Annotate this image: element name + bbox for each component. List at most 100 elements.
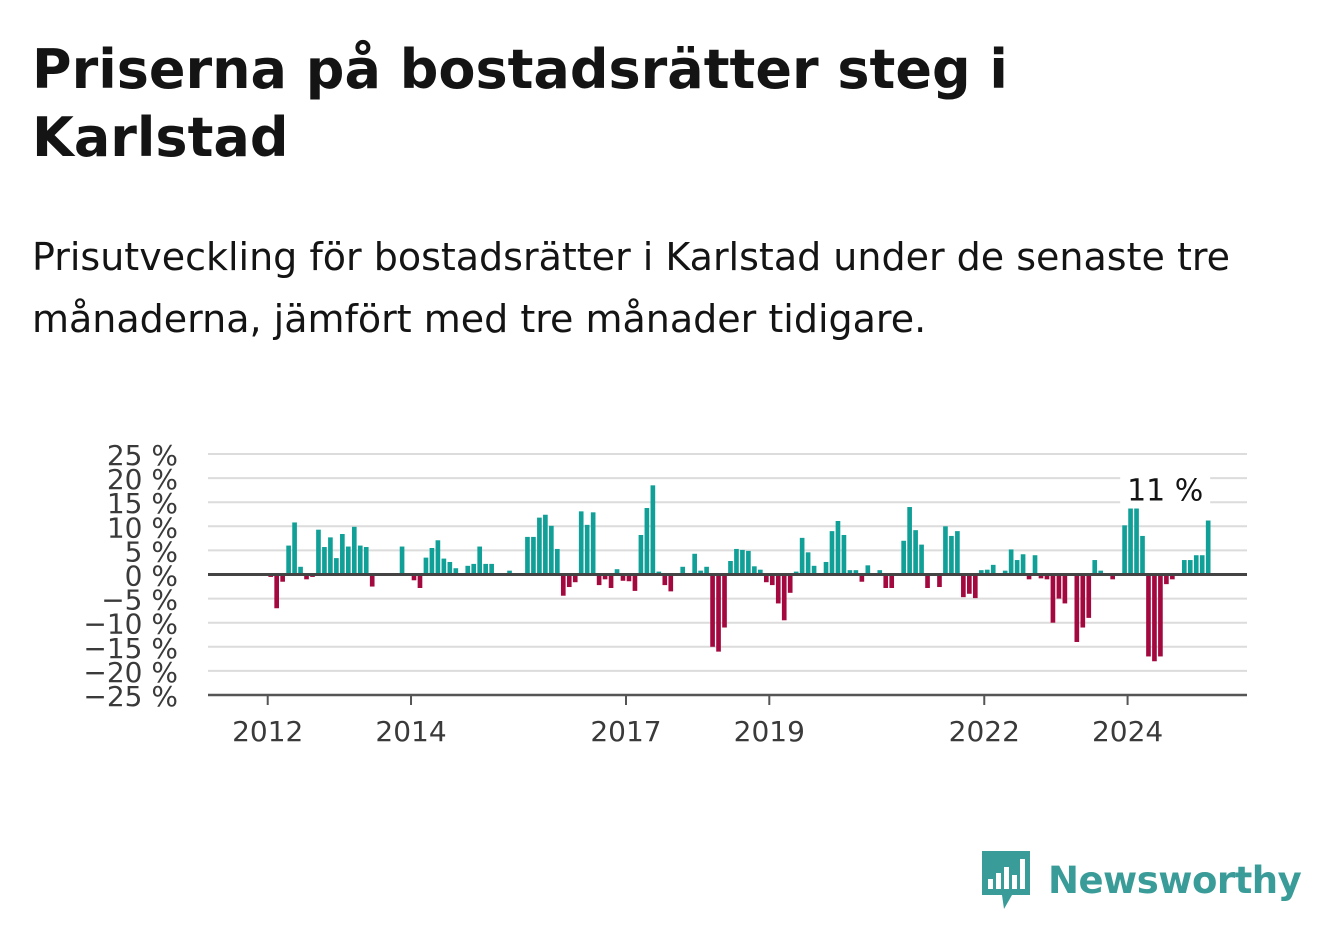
bar [1026,574,1032,580]
bar [1134,474,1139,575]
bar [746,550,751,575]
bar [740,549,745,575]
y-tick-label: 0 % [125,560,178,593]
bar [644,507,650,575]
bar [357,545,363,575]
bar [411,574,417,581]
bar [1122,525,1127,575]
bar [1002,570,1008,575]
bar [304,574,309,580]
bar [1140,535,1145,575]
bar [758,569,763,575]
bar [913,530,918,575]
bar [990,564,996,575]
bar [441,558,447,575]
bar [578,511,584,575]
y-tick-label: −25 % [83,680,178,713]
x-tick-label: 2022 [949,715,1020,748]
bar [632,574,638,591]
bar [1020,554,1026,575]
bar [298,566,303,575]
bar [1193,555,1199,575]
bar [447,561,453,575]
y-tick-label: −10 % [83,608,178,641]
bar [978,570,984,575]
bar [919,544,924,575]
bar [549,525,554,575]
bar [1080,574,1086,628]
y-tick-label: −20 % [83,656,178,689]
bar [722,574,727,628]
bar-chart: −25 %−20 %−15 %−10 %−5 %0 %5 %10 %15 %20… [83,439,1247,748]
y-tick-label: −5 % [101,584,178,617]
bar [1086,574,1092,618]
bar [638,534,644,575]
bar [1152,574,1157,662]
bar [734,548,739,575]
bar [1158,574,1163,657]
y-tick-label: 25 % [107,439,178,472]
bar [710,574,715,647]
x-tick-label: 2019 [734,715,805,748]
bar [961,574,966,598]
bar [1056,574,1062,599]
bar [423,557,429,575]
bar [399,546,405,575]
bar [453,568,459,575]
bar [1098,570,1104,575]
bar [590,512,596,575]
bar [662,574,668,586]
bar [823,561,829,575]
bar [877,570,883,575]
bar [883,574,889,588]
bar-chart-logo-icon [982,851,1030,909]
bar [925,574,930,588]
bar [901,540,906,575]
bar [1181,560,1187,575]
bar [937,574,942,588]
bar [1205,520,1211,575]
bar [835,520,841,575]
bar [471,563,477,575]
bar [566,574,572,588]
bar [1146,574,1151,657]
bar [967,574,972,594]
bar [1062,574,1068,604]
bar [602,574,608,580]
bar [692,553,697,575]
bar [489,563,494,575]
bar [972,574,978,599]
bar [787,574,793,593]
bar [1187,560,1193,575]
bar [716,574,721,652]
y-tick-label: 5 % [125,535,178,568]
bar [1008,549,1014,575]
bar [853,570,859,575]
bar [363,547,369,575]
bar [1032,555,1038,575]
bar [477,546,483,575]
bar [829,531,835,575]
bar [328,537,333,575]
bar [984,569,990,575]
y-tick-label: 15 % [107,487,178,520]
bar [1128,478,1133,575]
bar [859,574,865,582]
bar [292,522,297,575]
bar [811,565,817,575]
bar [841,534,847,575]
bar [781,574,787,621]
bar [728,561,733,575]
last-value-label: 11 % [1127,474,1203,509]
bar [537,517,542,575]
chart-subtitle: Prisutveckling för bostadsrätter i Karls… [32,235,1231,341]
brand-name: Newsworthy [1048,858,1302,902]
newsworthy-logo: Newsworthy [980,850,1302,910]
bar [507,570,512,575]
chart-title: Priserna på bostadsrätter steg i Karlsta… [32,38,1008,169]
y-tick-label: 20 % [107,463,178,496]
bar [1038,574,1044,579]
bar [351,526,357,575]
x-tick-label: 2014 [375,715,446,748]
bar [554,548,560,575]
